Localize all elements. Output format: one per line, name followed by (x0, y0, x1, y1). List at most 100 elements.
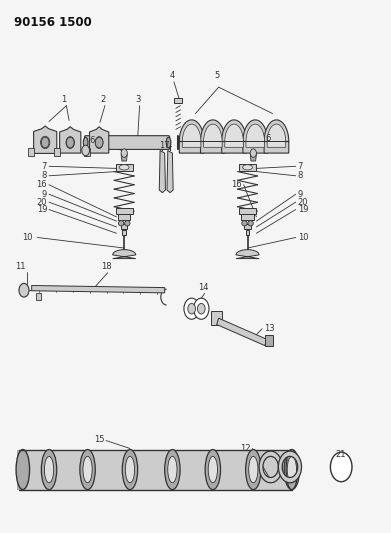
Text: 19: 19 (298, 205, 308, 214)
Ellipse shape (242, 221, 247, 226)
Polygon shape (236, 249, 259, 259)
Ellipse shape (287, 456, 296, 483)
Text: 2: 2 (100, 95, 106, 104)
Ellipse shape (41, 136, 50, 149)
Text: 19: 19 (37, 205, 47, 214)
Ellipse shape (118, 221, 124, 226)
Bar (239, 164, 256, 171)
Ellipse shape (126, 456, 135, 483)
Polygon shape (167, 150, 173, 192)
Ellipse shape (208, 456, 217, 483)
Text: 7: 7 (298, 162, 303, 171)
Polygon shape (211, 311, 222, 325)
Polygon shape (28, 148, 34, 156)
Circle shape (121, 149, 127, 157)
Ellipse shape (80, 449, 95, 490)
Ellipse shape (125, 221, 130, 226)
Bar (122, 230, 126, 236)
Text: 8: 8 (42, 171, 47, 180)
Text: 1: 1 (61, 95, 66, 104)
Ellipse shape (16, 449, 30, 490)
Text: 6: 6 (265, 134, 270, 143)
Polygon shape (267, 124, 286, 147)
Text: 6: 6 (89, 136, 95, 146)
Ellipse shape (205, 449, 221, 490)
Polygon shape (159, 150, 165, 192)
Text: 10: 10 (298, 233, 308, 242)
Ellipse shape (45, 456, 54, 483)
Ellipse shape (246, 449, 261, 490)
Ellipse shape (41, 449, 57, 490)
Polygon shape (121, 154, 127, 161)
Bar (121, 224, 127, 229)
Polygon shape (265, 335, 273, 345)
Ellipse shape (95, 136, 103, 149)
Ellipse shape (284, 449, 300, 490)
Text: 12: 12 (240, 444, 251, 453)
Polygon shape (217, 318, 267, 345)
Polygon shape (84, 148, 90, 156)
Polygon shape (54, 148, 60, 156)
Polygon shape (204, 124, 222, 147)
Polygon shape (182, 124, 201, 147)
FancyBboxPatch shape (84, 136, 170, 149)
Circle shape (82, 145, 90, 156)
Polygon shape (246, 124, 264, 147)
Bar (241, 214, 254, 220)
Text: 9: 9 (42, 190, 47, 199)
Bar (116, 208, 133, 214)
Polygon shape (179, 120, 204, 153)
Ellipse shape (249, 456, 258, 483)
Text: 14: 14 (198, 283, 208, 292)
Circle shape (250, 149, 256, 157)
Text: 8: 8 (298, 171, 303, 180)
Text: 13: 13 (264, 324, 274, 333)
Ellipse shape (166, 138, 171, 148)
Text: 21: 21 (335, 450, 346, 459)
Text: 4: 4 (170, 71, 175, 80)
Circle shape (19, 284, 29, 297)
Polygon shape (225, 124, 243, 147)
Polygon shape (250, 154, 256, 161)
Text: 20: 20 (37, 198, 47, 207)
Text: 90156 1500: 90156 1500 (14, 16, 92, 29)
Text: 17: 17 (159, 141, 169, 150)
Polygon shape (113, 249, 136, 259)
Ellipse shape (119, 165, 129, 170)
Text: 7: 7 (42, 162, 47, 171)
Text: 5: 5 (214, 71, 220, 80)
Text: 15: 15 (94, 435, 104, 444)
Text: 11: 11 (14, 262, 25, 271)
Polygon shape (32, 286, 165, 293)
Circle shape (95, 138, 103, 148)
Ellipse shape (168, 456, 177, 483)
Circle shape (184, 298, 199, 319)
Polygon shape (90, 127, 109, 153)
Polygon shape (36, 293, 41, 300)
Polygon shape (222, 120, 246, 153)
Text: 3: 3 (135, 95, 140, 104)
Ellipse shape (83, 456, 92, 483)
Polygon shape (60, 127, 81, 153)
Text: 18: 18 (101, 262, 111, 271)
Bar (118, 214, 130, 220)
Bar (116, 164, 133, 171)
Ellipse shape (83, 138, 88, 148)
Polygon shape (23, 449, 292, 490)
Text: 9: 9 (298, 190, 303, 199)
Polygon shape (264, 120, 289, 153)
Ellipse shape (66, 136, 74, 149)
Circle shape (330, 452, 352, 482)
Circle shape (188, 303, 196, 314)
Polygon shape (201, 120, 225, 153)
Polygon shape (243, 120, 267, 153)
Text: 20: 20 (298, 198, 308, 207)
Bar (246, 230, 249, 236)
Polygon shape (34, 126, 57, 154)
Polygon shape (174, 98, 182, 103)
Text: 10: 10 (22, 233, 33, 242)
Ellipse shape (248, 221, 253, 226)
Circle shape (194, 298, 209, 319)
Circle shape (197, 303, 205, 314)
Text: 16: 16 (231, 180, 242, 189)
